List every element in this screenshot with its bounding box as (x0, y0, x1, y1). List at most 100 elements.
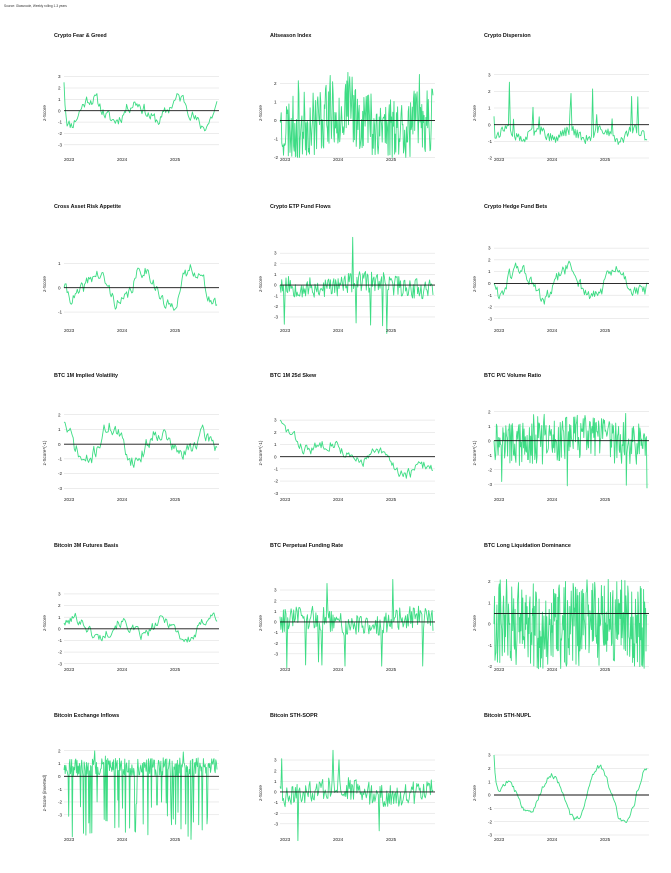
chart-title: Crypto Hedge Fund Bets (484, 204, 548, 210)
chart-plot: -3 -2 -1 0 1 2 3 z-Score 2023 2024 2025 (472, 753, 649, 842)
y-tick-label: 1 (488, 269, 491, 274)
y-axis-label: z-Score*(-1) (472, 440, 477, 465)
y-tick-label: 2 (58, 748, 61, 753)
x-tick-label: 2023 (494, 157, 505, 162)
y-tick-label: 1 (274, 609, 277, 614)
y-tick-label: -2 (488, 305, 493, 310)
y-axis-label: z-Score (258, 276, 263, 292)
series-line (63, 264, 218, 311)
x-tick-label: 2025 (600, 328, 611, 333)
y-tick-label: 1 (274, 442, 277, 447)
y-tick-label: -1 (58, 310, 63, 315)
y-tick-label: 2 (274, 261, 277, 266)
x-tick-label: 2023 (494, 497, 505, 502)
x-tick-label: 2025 (170, 497, 181, 502)
y-tick-label: -1 (488, 453, 493, 458)
x-tick-label: 2025 (386, 328, 397, 333)
series-line (63, 612, 218, 643)
y-tick-label: -3 (274, 315, 279, 320)
y-tick-label: -1 (58, 638, 63, 643)
y-tick-label: 0 (274, 118, 277, 123)
x-tick-label: 2024 (333, 837, 344, 842)
chart-btc-p-c-volume-ratio: BTC P/C Volume Ratio -3 -2 -1 0 1 2 z-Score*(-1… (472, 373, 671, 523)
y-tick-label: 2 (58, 412, 61, 417)
x-tick-label: 2024 (333, 497, 344, 502)
chart-title: Bitcoin Exchange Inflows (54, 713, 120, 719)
x-tick-label: 2023 (64, 667, 75, 672)
y-tick-label: 0 (274, 454, 277, 459)
y-tick-label: 3 (58, 592, 61, 597)
x-tick-label: 2025 (170, 328, 181, 333)
chart-title: BTC Long Liquidation Dominance (484, 543, 571, 549)
series-line (279, 71, 434, 158)
chart-plot: -3 -2 -1 0 1 2 3 z-Score 2023 2024 2025 (42, 592, 219, 672)
y-axis-label: z-Score (258, 615, 263, 631)
chart-btc-perpetual-funding-rate: BTC Perpetual Funding Rate -3 -2 -1 0 1 2 3 z-Sc… (258, 543, 475, 693)
y-tick-label: 3 (274, 758, 277, 763)
x-tick-label: 2024 (117, 497, 128, 502)
y-axis-label: z-Score (258, 105, 263, 121)
y-tick-label: 1 (58, 615, 61, 620)
y-tick-label: 2 (274, 430, 277, 435)
y-tick-label: -1 (58, 787, 63, 792)
x-tick-label: 2024 (333, 328, 344, 333)
y-tick-label: -2 (58, 471, 63, 476)
x-tick-label: 2023 (280, 497, 291, 502)
x-tick-label: 2025 (600, 157, 611, 162)
y-tick-label: -2 (274, 811, 279, 816)
x-tick-label: 2025 (170, 667, 181, 672)
chart-title: BTC P/C Volume Ratio (484, 373, 542, 379)
x-tick-label: 2024 (333, 667, 344, 672)
chart-bitcoin-sth-nupl: Bitcoin STH-NUPL -3 -2 -1 0 1 2 3 z-Score 2023 202… (472, 713, 671, 863)
y-tick-label: 2 (488, 579, 491, 584)
chart-title: BTC Perpetual Funding Rate (270, 543, 344, 549)
chart-crypto-etp-fund-flows: Crypto ETP Fund Flows -3 -2 -1 0 1 2 3 z-Score 20… (258, 204, 475, 354)
y-axis-label: z-Score (472, 105, 477, 121)
y-tick-label: -3 (488, 316, 493, 321)
y-tick-label: 0 (58, 442, 61, 447)
x-tick-label: 2023 (280, 837, 291, 842)
y-tick-label: -1 (58, 120, 63, 125)
y-axis-label: z-Score (472, 615, 477, 631)
y-tick-label: -2 (274, 155, 279, 160)
y-tick-label: -2 (488, 664, 493, 669)
x-tick-label: 2023 (280, 328, 291, 333)
y-axis-label: z-Score*(-1) (42, 440, 47, 465)
chart-plot: -3 -2 -1 0 1 2 z-Score*(-1) 2023 2024 2025 (42, 412, 219, 502)
chart-title: Bitcoin STH-NUPL (484, 713, 532, 719)
y-tick-label: 2 (274, 81, 277, 86)
chart-cross-asset-risk-appetite: Cross Asset Risk Appetite -1 0 1 z-Score 2023… (42, 204, 259, 354)
y-tick-label: -3 (488, 833, 493, 838)
y-tick-label: 1 (274, 99, 277, 104)
y-tick-label: 3 (274, 418, 277, 423)
chart-plot: -3 -2 -1 0 1 2 3 z-Score*(-1) 2023 2024 2025 (258, 418, 435, 502)
y-tick-label: 1 (274, 272, 277, 277)
y-tick-label: -1 (274, 800, 279, 805)
y-tick-label: 2 (58, 86, 61, 91)
y-tick-label: -1 (274, 293, 279, 298)
x-tick-label: 2024 (117, 667, 128, 672)
y-tick-label: 0 (58, 626, 61, 631)
x-tick-label: 2024 (547, 837, 558, 842)
y-tick-label: 0 (274, 283, 277, 288)
y-tick-label: 0 (58, 108, 61, 113)
chart-btc-long-liquidation-dominance: BTC Long Liquidation Dominance -2 -1 0 1 2 z-S… (472, 543, 671, 693)
x-tick-label: 2024 (117, 837, 128, 842)
y-tick-label: 2 (488, 409, 491, 414)
x-tick-label: 2025 (170, 837, 181, 842)
y-tick-label: 1 (58, 261, 61, 266)
series-line (493, 754, 648, 823)
chart-bitcoin-exchange-inflows: Bitcoin Exchange Inflows -3 -2 -1 0 1 2 z-Score… (42, 713, 259, 863)
y-tick-label: -3 (58, 661, 63, 666)
chart-btc-1m-25d-skew: BTC 1M 25d Skew -3 -2 -1 0 1 2 3 z-Score*(-1) 202… (258, 373, 475, 523)
chart-altseason-index: Altseason Index -2 -1 0 1 2 z-Score 2023 2024 202… (258, 33, 475, 183)
y-tick-label: -2 (274, 641, 279, 646)
y-tick-label: -2 (274, 479, 279, 484)
x-tick-label: 2023 (280, 157, 291, 162)
y-tick-label: 2 (488, 89, 491, 94)
x-tick-label: 2024 (333, 157, 344, 162)
y-tick-label: -3 (58, 142, 63, 147)
y-tick-label: -2 (58, 800, 63, 805)
chart-plot: -3 -2 -1 0 1 2 3 z-Score 2023 2024 2025 (258, 749, 435, 842)
